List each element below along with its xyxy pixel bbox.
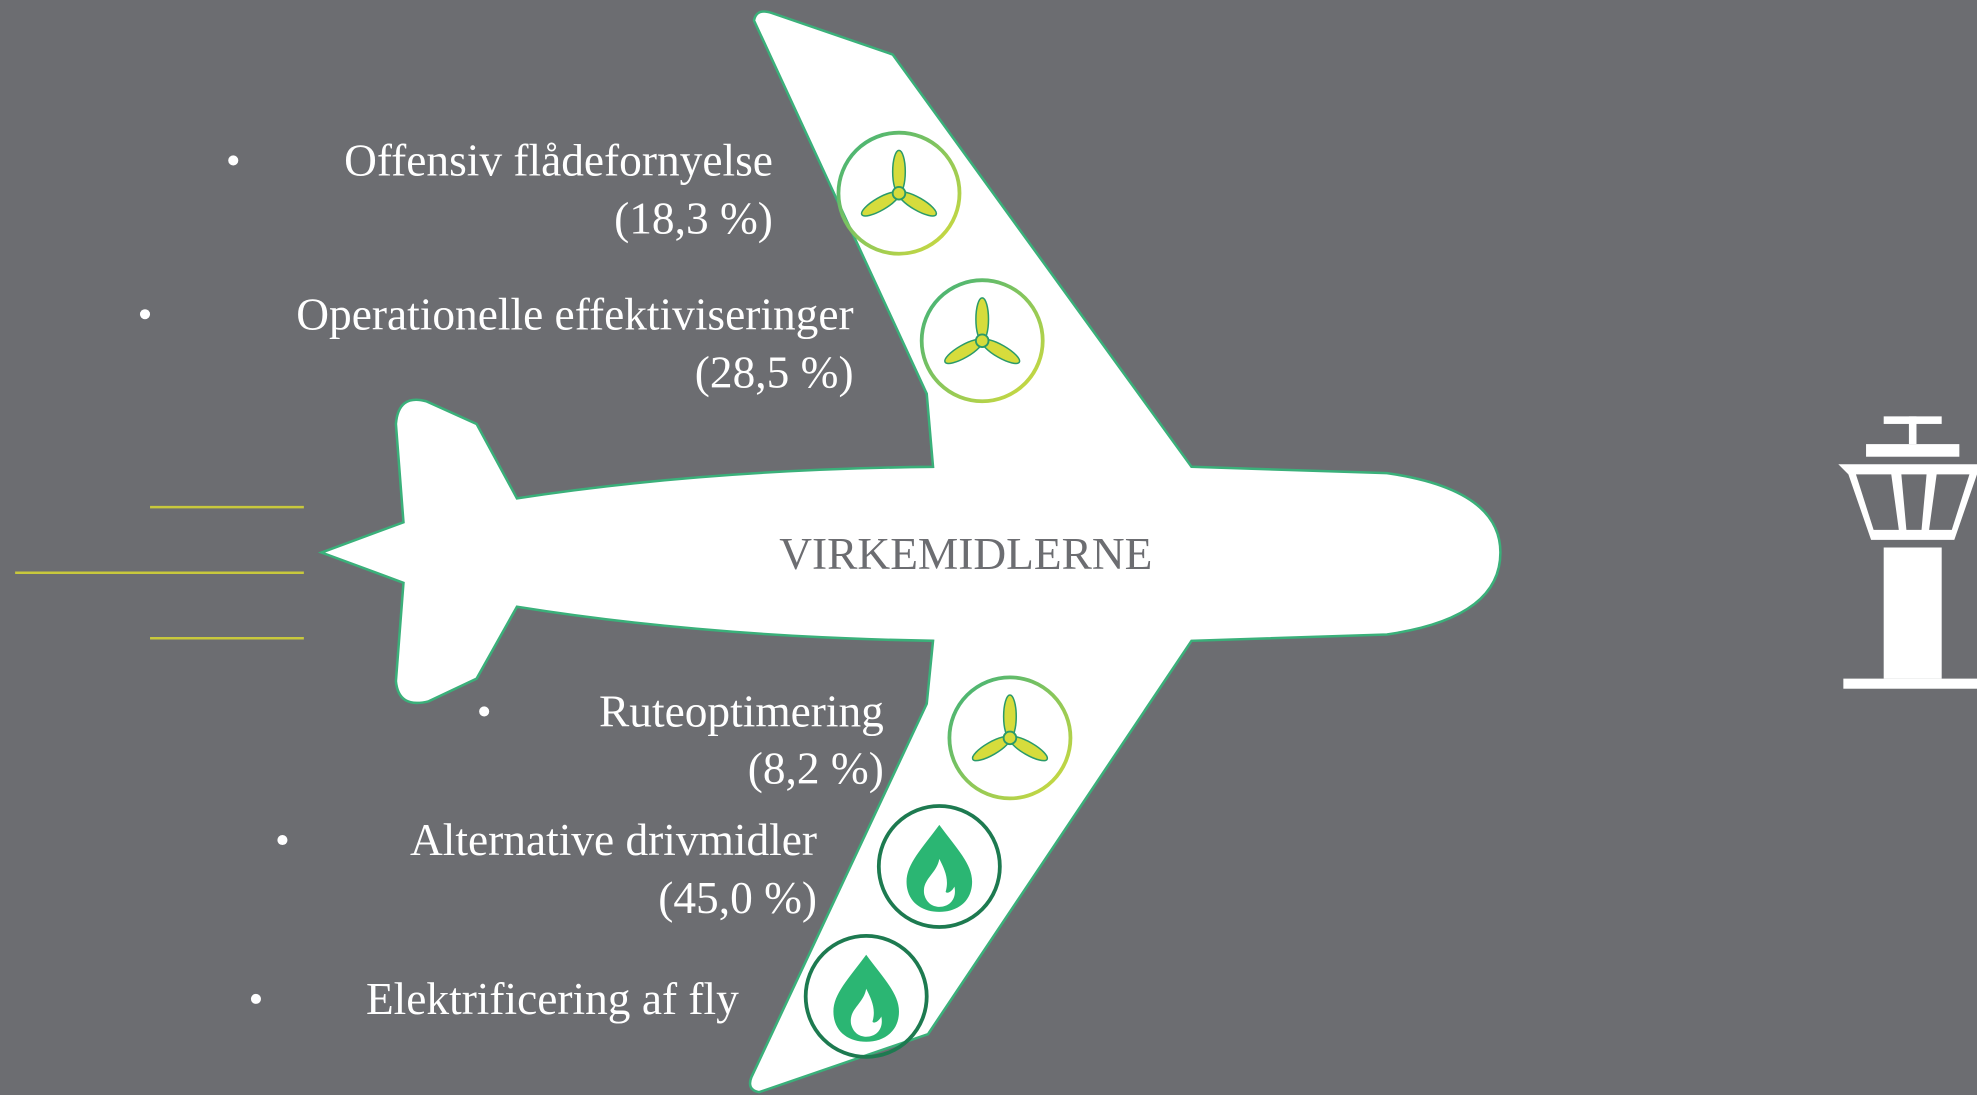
item: Offensiv flådefornyelse (18,3 %) [228, 136, 773, 244]
control-tower [1838, 416, 1977, 688]
item: Operationelle effektiviseringer (28,5 %) [140, 289, 854, 397]
speed-lines [15, 507, 304, 638]
item-share: (45,0 %) [658, 873, 817, 923]
item-label: Offensiv flådefornyelse [344, 136, 773, 186]
bullet [228, 155, 238, 165]
item: Elektrificering af fly [251, 974, 739, 1024]
item-label: Ruteoptimering [599, 687, 884, 737]
item-label: Alternative drivmidler [410, 815, 817, 865]
item-share: (8,2 %) [748, 743, 884, 793]
item-label: Elektrificering af fly [366, 974, 739, 1024]
item: Alternative drivmidler (45,0 %) [277, 815, 817, 923]
bullet [277, 835, 287, 845]
diagram: VIRKEMIDLERNE Offensiv flådefornyelse (1… [0, 0, 1977, 1095]
bullet [479, 706, 489, 716]
bullet [140, 309, 150, 319]
item: Ruteoptimering (8,2 %) [479, 687, 884, 794]
center-title: VIRKEMIDLERNE [779, 529, 1152, 579]
item-share: (28,5 %) [695, 347, 854, 397]
item-label: Operationelle effektiviseringer [296, 289, 853, 339]
item-share: (18,3 %) [614, 194, 773, 244]
bullet [251, 994, 261, 1004]
page: VIRKEMIDLERNE Offensiv flådefornyelse (1… [0, 0, 1977, 1095]
